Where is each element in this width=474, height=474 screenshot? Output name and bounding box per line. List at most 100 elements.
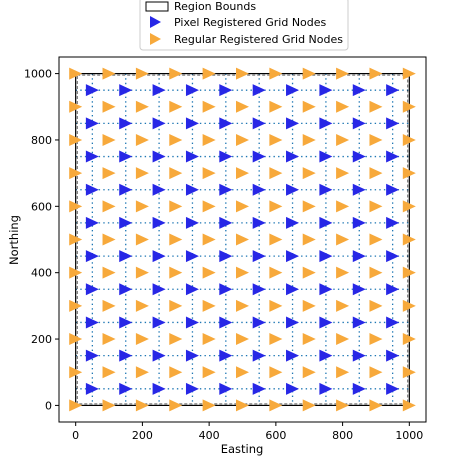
regular-node-marker (302, 100, 316, 113)
regular-node-marker (402, 133, 416, 146)
regular-node-marker (269, 67, 283, 80)
regular-node-marker (402, 399, 416, 412)
pixel-node-marker (85, 316, 99, 329)
legend-pixel-marker (150, 16, 161, 28)
regular-node-marker (102, 266, 116, 279)
pixel-node-marker (352, 216, 366, 229)
regular-node-marker (336, 67, 350, 80)
legend-regular-marker (150, 33, 161, 45)
regular-node-marker (269, 100, 283, 113)
pixel-node-marker (286, 349, 300, 362)
regular-node-marker (336, 200, 350, 213)
pixel-node-marker (185, 216, 199, 229)
pixel-node-marker (386, 150, 400, 163)
regular-node-marker (402, 100, 416, 113)
regular-node-marker (336, 167, 350, 180)
pixel-node-marker (252, 283, 266, 296)
pixel-node-marker (119, 150, 133, 163)
pixel-node-marker (386, 84, 400, 97)
pixel-node-marker (119, 316, 133, 329)
pixel-node-marker (152, 150, 166, 163)
pixel-node-marker (152, 183, 166, 196)
regular-node-marker (302, 366, 316, 379)
regular-node-marker (169, 266, 183, 279)
pixel-node-marker (219, 216, 233, 229)
regular-node-marker (336, 266, 350, 279)
regular-node-marker (269, 299, 283, 312)
pixel-node-marker (119, 250, 133, 263)
regular-node-marker (69, 333, 83, 346)
regular-node-marker (135, 167, 149, 180)
pixel-node-marker (252, 316, 266, 329)
pixel-node-marker (85, 216, 99, 229)
regular-node-marker (102, 100, 116, 113)
regular-node-marker (269, 366, 283, 379)
y-axis-label: Northing (7, 215, 21, 265)
regular-node-marker (202, 399, 216, 412)
pixel-node-marker (352, 349, 366, 362)
regular-node-marker (102, 299, 116, 312)
x-tick-label: 200 (132, 429, 153, 442)
regular-node-marker (69, 200, 83, 213)
y-tick-label: 400 (31, 267, 52, 280)
pixel-node-marker (319, 216, 333, 229)
pixel-node-marker (386, 382, 400, 395)
regular-node-marker (369, 266, 383, 279)
regular-node-marker (69, 100, 83, 113)
x-tick-label: 0 (72, 429, 79, 442)
regular-node-marker (102, 200, 116, 213)
pixel-node-marker (85, 150, 99, 163)
regular-node-marker (135, 233, 149, 246)
pixel-node-marker (119, 349, 133, 362)
pixel-node-marker (219, 316, 233, 329)
regular-node-marker (135, 266, 149, 279)
regular-node-marker (135, 100, 149, 113)
regular-node-marker (169, 333, 183, 346)
y-axis: 0 200 400 600 800 1000 (24, 68, 59, 412)
pixel-node-marker (319, 183, 333, 196)
pixel-node-marker (185, 316, 199, 329)
regular-node-marker (69, 366, 83, 379)
pixel-node-marker (319, 283, 333, 296)
regular-node-marker (236, 200, 249, 213)
regular-node-marker (202, 366, 216, 379)
x-tick-label: 800 (332, 429, 353, 442)
y-tick-label: 800 (31, 134, 52, 147)
regular-node-marker (402, 299, 416, 312)
regular-node-marker (102, 67, 116, 80)
pixel-node-marker (352, 117, 366, 130)
regular-node-marker (236, 167, 249, 180)
pixel-node-marker (119, 283, 133, 296)
regular-node-marker (169, 200, 183, 213)
regular-node-marker (169, 100, 183, 113)
regular-node-marker (69, 299, 83, 312)
pixel-node-marker (319, 150, 333, 163)
regular-node-marker (302, 333, 316, 346)
regular-node-marker (236, 266, 249, 279)
regular-node-marker (336, 399, 350, 412)
regular-node-marker (336, 133, 350, 146)
regular-node-marker (369, 67, 383, 80)
regular-node-marker (202, 100, 216, 113)
regular-node-marker (236, 333, 249, 346)
regular-node-marker (302, 200, 316, 213)
pixel-node-marker (386, 183, 400, 196)
pixel-node-marker (85, 183, 99, 196)
pixel-node-marker (85, 117, 99, 130)
pixel-node-marker (352, 316, 366, 329)
pixel-node-marker (352, 382, 366, 395)
pixel-node-marker (319, 250, 333, 263)
regular-node-marker (202, 133, 216, 146)
pixel-node-marker (386, 216, 400, 229)
regular-node-marker (69, 399, 83, 412)
y-tick-label: 1000 (24, 68, 52, 81)
pixel-node-marker (152, 84, 166, 97)
y-tick-label: 200 (31, 333, 52, 346)
pixel-node-marker (119, 117, 133, 130)
regular-node-marker (135, 133, 149, 146)
regular-node-marker (269, 266, 283, 279)
regular-node-marker (336, 233, 350, 246)
pixel-node-marker (219, 117, 233, 130)
regular-node-marker (369, 200, 383, 213)
regular-node-marker (302, 133, 316, 146)
